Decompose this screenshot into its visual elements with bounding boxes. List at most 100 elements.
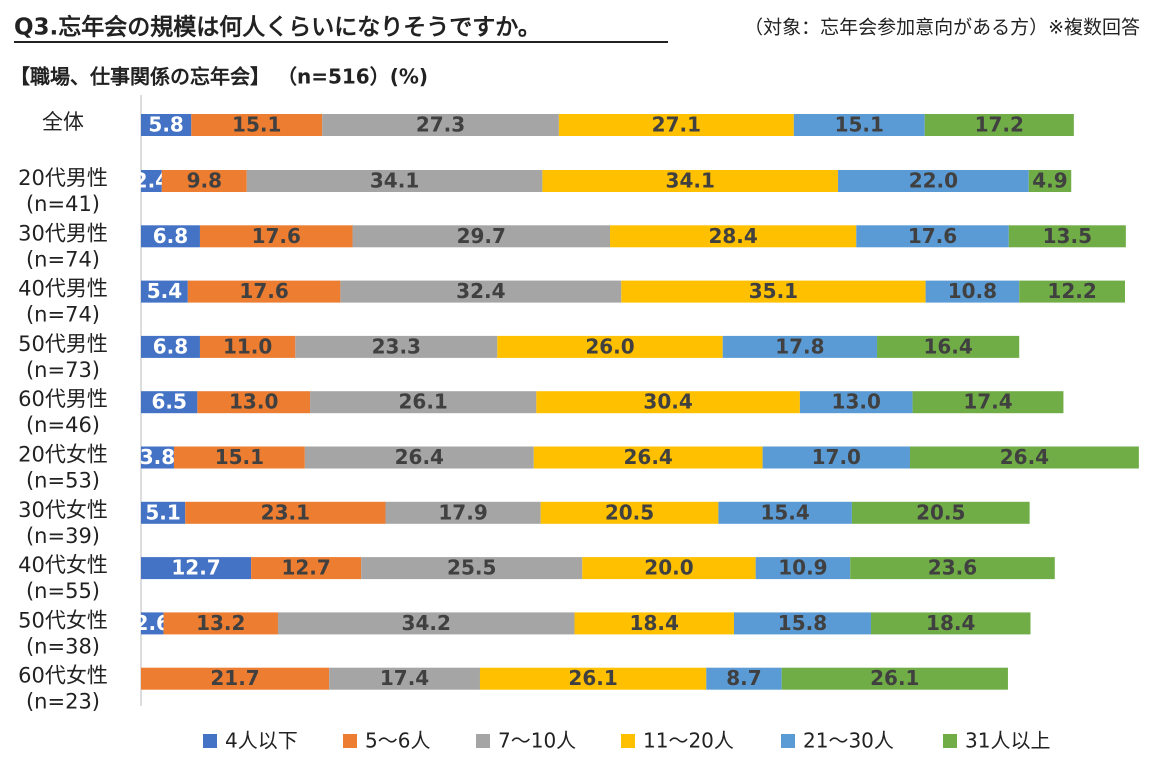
data-label: 28.4 (708, 224, 757, 248)
data-label: 15.8 (778, 611, 827, 635)
data-label: 6.8 (153, 334, 188, 358)
data-label: 17.6 (239, 279, 288, 303)
y-tick-label: 30代女性 (18, 498, 108, 522)
data-label: 17.8 (775, 334, 824, 358)
y-tick-label: (n=39) (26, 524, 100, 548)
y-tick-label: (n=55) (26, 579, 100, 603)
legend-swatch (203, 734, 217, 748)
data-label: 17.9 (438, 500, 487, 524)
data-label: 10.9 (778, 556, 827, 580)
data-label: 23.6 (928, 556, 977, 580)
data-label: 26.0 (585, 334, 634, 358)
bar-segment (251, 557, 362, 580)
legend-label: 11〜20人 (643, 729, 734, 753)
bar-segment (877, 335, 1020, 358)
bar-segment (497, 335, 723, 358)
data-label: 6.8 (153, 224, 188, 248)
y-tick-label: 50代男性 (18, 332, 108, 356)
y-tick-label: (n=73) (26, 358, 100, 382)
bar-segment (722, 335, 878, 358)
bar-segment (277, 612, 575, 635)
bar-segment (141, 280, 188, 303)
bar-segment (141, 667, 330, 690)
data-label: 5.4 (147, 279, 182, 303)
data-label: 27.3 (416, 113, 465, 137)
note: （対象：忘年会参加意向がある方）※複数回答 (744, 17, 1140, 39)
data-label: 25.5 (447, 556, 496, 580)
subtitle: 【職場、仕事関係の忘年会】 （n=516）(%) (10, 65, 428, 89)
bar-segment (141, 391, 198, 414)
data-label: 17.0 (812, 445, 861, 469)
legend-label: 21〜30人 (803, 729, 894, 753)
bar-segment (850, 557, 1055, 580)
data-label: 23.1 (261, 500, 310, 524)
data-label: 26.1 (568, 666, 617, 690)
bar-segment (542, 170, 839, 192)
data-label: 20.5 (916, 500, 965, 524)
bar-segment (361, 557, 583, 580)
y-tick-label: (n=41) (26, 192, 100, 216)
bar-segment (718, 501, 852, 524)
bar-segment (199, 225, 353, 248)
data-label: 20.0 (644, 556, 693, 580)
data-label: 10.8 (948, 279, 997, 303)
data-label: 13.0 (229, 390, 278, 414)
y-tick-label: (n=74) (26, 303, 100, 327)
bar-segment (340, 280, 622, 303)
data-label: 15.1 (215, 445, 264, 469)
data-label: 15.1 (232, 113, 281, 137)
bar-segment (1019, 280, 1125, 303)
bar-segment (141, 501, 186, 524)
data-label: 26.1 (870, 666, 919, 690)
data-label: 13.2 (196, 611, 245, 635)
bar-segment (141, 170, 162, 192)
bar-segment (310, 391, 537, 414)
bar-segment (870, 612, 1031, 635)
bar-segment (163, 612, 278, 635)
bar-segment (851, 501, 1030, 524)
bar-segment (352, 225, 611, 248)
bar-segment (574, 612, 734, 635)
data-label: 13.0 (832, 390, 881, 414)
y-tick-label: (n=53) (26, 469, 100, 493)
bar-segment (187, 280, 341, 303)
data-label: 20.5 (605, 500, 654, 524)
legend-swatch (343, 734, 357, 748)
data-label: 18.4 (926, 611, 975, 635)
bar-segment (141, 335, 200, 358)
bar-segment (755, 557, 851, 580)
bar-segment (793, 114, 925, 136)
chart-title: Q3.忘年会の規模は何人くらいになりそうですか。 (14, 14, 541, 41)
y-tick-label: 全体 (42, 110, 84, 134)
data-label: 26.4 (623, 445, 672, 469)
data-label: 12.7 (281, 556, 330, 580)
y-tick-label: 40代女性 (18, 553, 108, 577)
data-label: 17.4 (963, 390, 1012, 414)
y-tick-label: 20代女性 (18, 443, 108, 467)
data-label: 3.8 (140, 445, 175, 469)
data-label: 29.7 (457, 224, 506, 248)
bar-segment (161, 170, 247, 192)
bar-segment (533, 446, 763, 469)
bar-segment (733, 612, 871, 635)
data-label: 8.7 (726, 666, 761, 690)
bar-segment (385, 501, 541, 524)
bar-segment (141, 446, 174, 469)
data-label: 18.4 (630, 611, 679, 635)
bar-segment (558, 114, 794, 136)
bar-segment (540, 501, 719, 524)
bar-segment (838, 170, 1029, 192)
bar-segment (199, 335, 296, 358)
bar-segment (1008, 225, 1126, 248)
bar-segment (295, 335, 498, 358)
data-label: 32.4 (456, 279, 505, 303)
data-label: 11.0 (223, 334, 272, 358)
y-tick-label: (n=74) (26, 247, 100, 271)
bar-segment (610, 225, 857, 248)
data-label: 21.7 (210, 666, 259, 690)
data-label: 12.2 (1047, 279, 1096, 303)
bar-segment (621, 280, 926, 303)
legend-swatch (621, 734, 635, 748)
bar-segment (322, 114, 559, 136)
